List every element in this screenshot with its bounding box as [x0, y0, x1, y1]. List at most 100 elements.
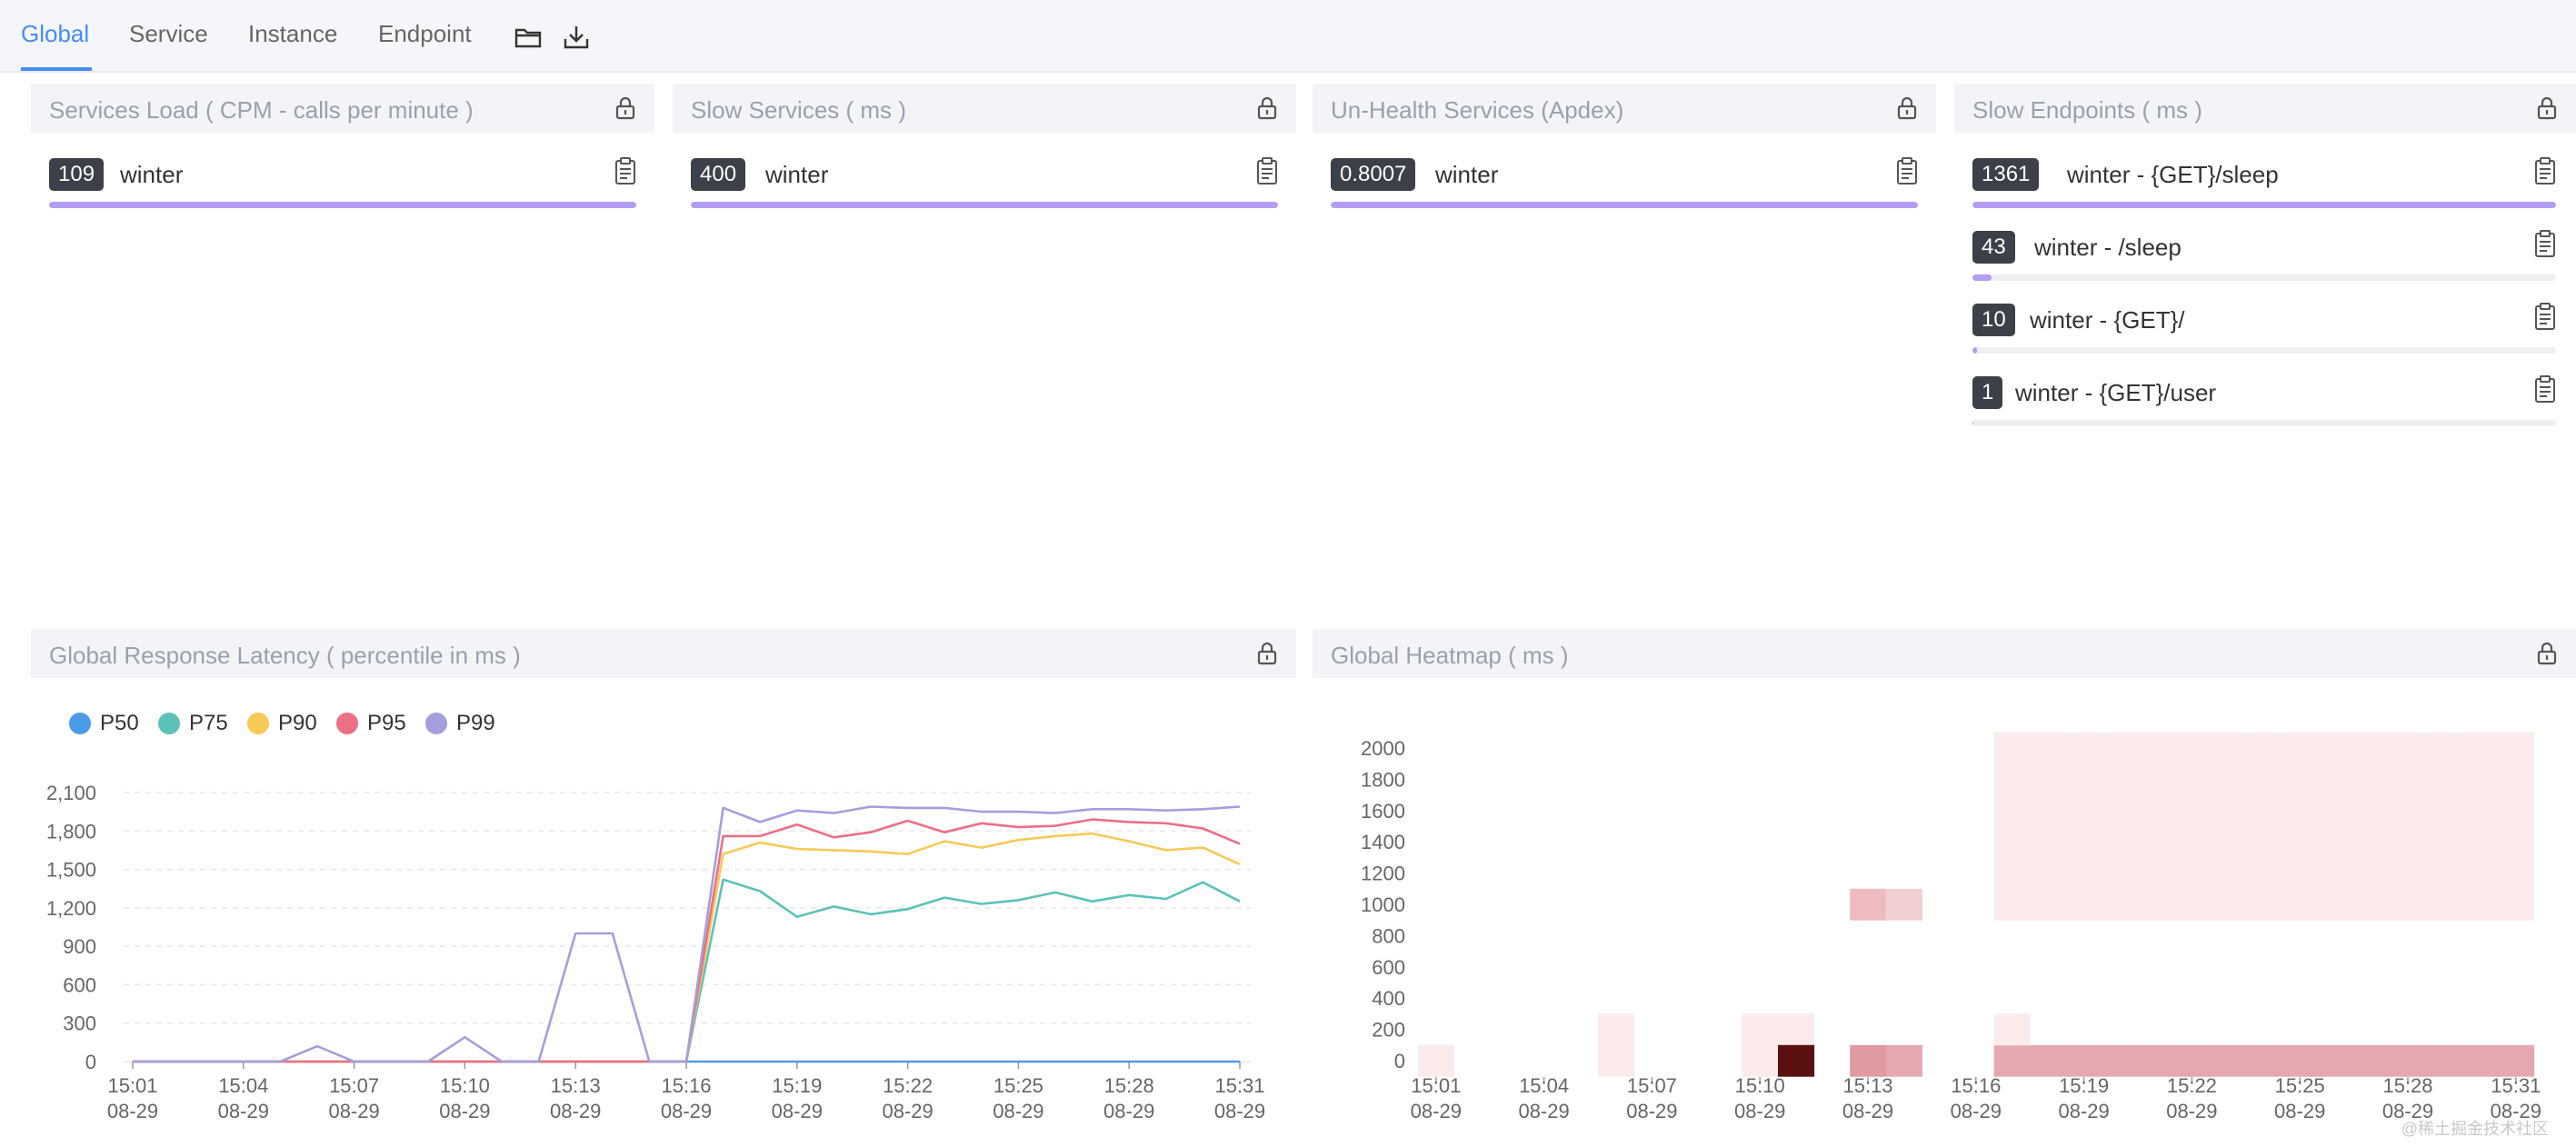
panel-title: Slow Services ( ms ) [691, 96, 906, 124]
heatmap-cell [2281, 1044, 2319, 1077]
list-item[interactable]: 1361 winter - {GET}/sleep [1972, 156, 2556, 222]
legend-label: P90 [278, 711, 317, 735]
clipboard-icon[interactable] [2534, 302, 2556, 331]
x-tick-label: 15:19 [2059, 1074, 2109, 1097]
progress-track [691, 202, 1278, 208]
tab-global[interactable]: Global [21, 20, 90, 47]
clipboard-icon[interactable] [1256, 156, 1278, 185]
progress-track [1972, 202, 2556, 208]
x-tick-label: 08-29 [1734, 1100, 1785, 1122]
progress-fill [691, 202, 1278, 208]
heatmap-cell [2173, 888, 2211, 921]
x-tick-label: 15:31 [2491, 1074, 2541, 1097]
panel-title: Global Heatmap ( ms ) [1331, 642, 1569, 669]
heatmap-cell [2030, 826, 2067, 858]
heatmap-cell [2065, 1044, 2102, 1077]
heatmap-cell [2281, 732, 2319, 764]
heatmap-cell [2498, 1044, 2535, 1077]
heatmap-cell [2210, 857, 2247, 890]
folder-icon[interactable] [513, 22, 544, 53]
value-badge: 43 [1972, 231, 2015, 264]
heatmap-cell [2245, 1044, 2282, 1077]
x-tick-label: 15:07 [1627, 1074, 1677, 1097]
panel-title: Un-Health Services (Apdex) [1331, 96, 1624, 124]
heatmap-cell [2353, 1044, 2391, 1077]
lock-icon[interactable] [2536, 642, 2558, 665]
list-item[interactable]: 400 winter [691, 156, 1278, 222]
heatmap-cell [2138, 857, 2175, 890]
x-tick-label: 08-29 [550, 1100, 601, 1122]
x-tick-label: 15:01 [107, 1074, 157, 1097]
x-tick-label: 08-29 [1518, 1100, 1569, 1122]
list-item[interactable]: 10 winter - {GET}/ [1972, 302, 2556, 367]
legend-dot [425, 713, 447, 734]
item-label: winter [120, 161, 184, 188]
lock-icon[interactable] [1896, 96, 1918, 120]
heatmap-cell [2461, 1044, 2499, 1077]
heatmap-cell [2065, 826, 2102, 858]
heatmap-cell [2245, 826, 2282, 858]
lock-icon[interactable] [2536, 96, 2558, 120]
x-tick-label: 15:16 [661, 1074, 711, 1097]
slow-services-panel: Slow Services ( ms ) 400 winter [673, 84, 1296, 611]
clipboard-icon[interactable] [2534, 156, 2556, 185]
item-label: winter - {GET}/ [2030, 306, 2185, 334]
panel-header: Slow Services ( ms ) [673, 84, 1296, 133]
heatmap-cell [2030, 888, 2067, 921]
heatmap-cell [2318, 794, 2355, 827]
clipboard-icon[interactable] [2534, 229, 2556, 258]
heatmap-cell [1598, 1013, 1635, 1046]
heatmap-cell [2498, 826, 2535, 858]
panel-header: Un-Health Services (Apdex) [1313, 84, 1936, 133]
value-badge: 1361 [1972, 158, 2040, 191]
legend-dot [69, 713, 91, 734]
services-load-panel: Services Load ( CPM - calls per minute )… [31, 84, 654, 611]
download-icon[interactable] [561, 22, 592, 53]
x-tick-label: 15:16 [1951, 1074, 2001, 1097]
heatmap-cell [2173, 1044, 2211, 1077]
heatmap-cell [2498, 794, 2535, 827]
heatmap-cell [1850, 1044, 1887, 1077]
list-item[interactable]: 109 winter [49, 156, 636, 222]
heatmap-cell [1993, 1013, 2031, 1046]
x-tick-label: 08-29 [661, 1100, 712, 1122]
y-tick-label: 1,500 [46, 859, 96, 882]
clipboard-icon[interactable] [2534, 374, 2556, 404]
heatmap-cell [2353, 763, 2391, 796]
lock-icon[interactable] [614, 96, 636, 120]
heatmap-cell [2030, 1044, 2067, 1077]
list-item[interactable]: 1 winter - {GET}/user [1972, 374, 2556, 440]
tab-endpoint[interactable]: Endpoint [378, 20, 472, 47]
list-item[interactable]: 43 winter - /sleep [1972, 229, 2556, 294]
y-tick-label: 800 [1372, 924, 1405, 947]
heatmap-cell [2138, 888, 2175, 921]
item-label: winter - /sleep [2034, 234, 2182, 261]
y-tick-label: 600 [1372, 956, 1405, 979]
x-tick-label: 08-29 [993, 1100, 1043, 1122]
heatmap-cell [2353, 794, 2391, 827]
progress-track [1972, 274, 2556, 281]
clipboard-icon[interactable] [1896, 156, 1918, 185]
tab-service[interactable]: Service [129, 20, 208, 47]
y-tick-label: 1,800 [46, 820, 96, 843]
x-tick-label: 08-29 [1214, 1100, 1265, 1122]
heatmap-cell [2030, 763, 2067, 796]
legend-label: P75 [189, 711, 228, 735]
x-tick-label: 15:13 [551, 1074, 601, 1097]
dashboard-tab-bar: Global Service Instance Endpoint [0, 0, 2576, 73]
y-tick-label: 600 [63, 973, 96, 996]
list-item[interactable]: 0.8007 winter [1331, 156, 1918, 222]
heatmap-cell [2318, 732, 2355, 764]
lock-icon[interactable] [1256, 96, 1278, 120]
heatmap-cell [1993, 763, 2031, 796]
heatmap-cell [2390, 763, 2427, 796]
heatmap-cell [2065, 888, 2102, 921]
heatmap-cell [2030, 794, 2067, 827]
lock-icon[interactable] [1256, 642, 1278, 665]
x-tick-label: 08-29 [1951, 1100, 2002, 1122]
heatmap-cell [2210, 794, 2247, 827]
heatmap-cell [2281, 794, 2319, 827]
clipboard-icon[interactable] [614, 156, 636, 185]
heatmap-cell [2425, 763, 2462, 796]
tab-instance[interactable]: Instance [248, 20, 338, 47]
